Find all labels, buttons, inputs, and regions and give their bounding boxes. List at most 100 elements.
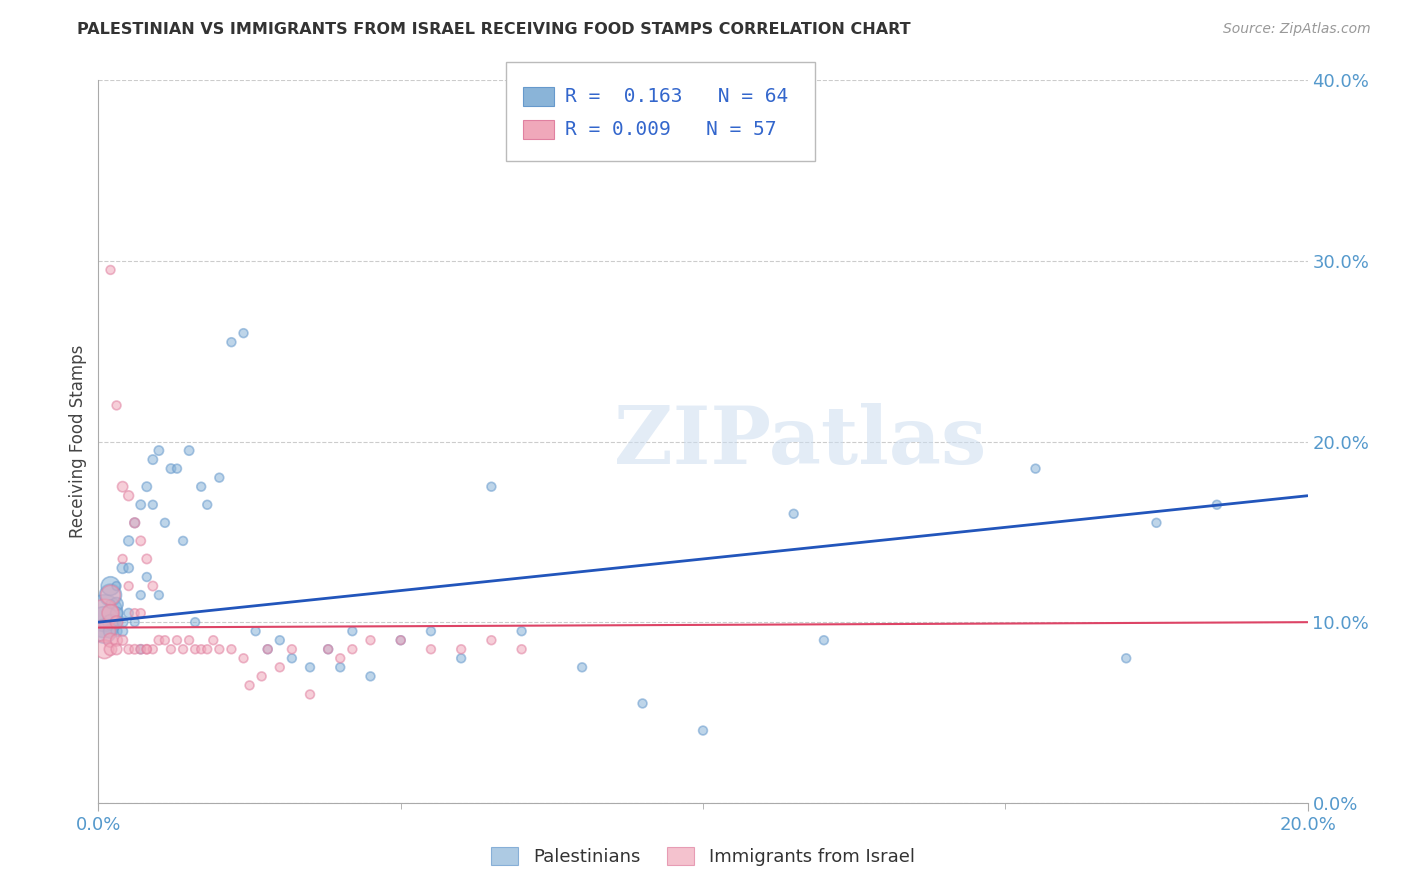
Point (481, 633, 503, 648)
Point (172, 533, 194, 548)
Point (389, 633, 412, 648)
Point (269, 633, 291, 648)
Point (166, 461, 188, 475)
Point (129, 642, 152, 657)
Point (105, 624, 128, 639)
Point (281, 642, 304, 657)
Point (148, 588, 170, 602)
Point (148, 443, 170, 458)
Point (118, 489, 141, 503)
Point (245, 624, 267, 639)
Text: R = 0.009   N = 57: R = 0.009 N = 57 (565, 120, 776, 139)
Point (510, 624, 533, 639)
Point (100, 263, 122, 277)
Point (195, 642, 218, 657)
Point (184, 615, 207, 630)
Point (105, 615, 128, 630)
Point (118, 533, 141, 548)
Point (124, 642, 146, 657)
Point (160, 642, 183, 657)
Point (221, 335, 243, 350)
Point (232, 326, 254, 340)
Point (160, 461, 183, 475)
Point (93, 624, 115, 639)
Point (100, 606, 122, 620)
Point (269, 660, 291, 674)
Point (256, 642, 278, 657)
Point (100, 597, 122, 611)
Point (111, 480, 134, 494)
Point (329, 660, 352, 674)
Point (329, 651, 352, 665)
Point (232, 651, 254, 665)
Point (118, 561, 141, 575)
Point (93, 606, 115, 620)
Point (100, 642, 122, 657)
Point (299, 660, 322, 674)
Point (111, 633, 134, 648)
Point (342, 624, 364, 639)
Point (184, 642, 207, 657)
Point (124, 606, 146, 620)
Point (316, 642, 339, 657)
Point (124, 516, 146, 530)
Point (1024, 461, 1046, 475)
Point (571, 660, 593, 674)
Text: ZIPatlas: ZIPatlas (613, 402, 986, 481)
Text: Source: ZipAtlas.com: Source: ZipAtlas.com (1223, 22, 1371, 37)
Point (783, 507, 806, 521)
Point (135, 552, 157, 566)
Point (105, 597, 128, 611)
Point (105, 642, 128, 657)
Point (360, 633, 382, 648)
Point (190, 480, 212, 494)
Point (172, 642, 194, 657)
Point (100, 624, 122, 639)
Point (813, 633, 835, 648)
Point (166, 633, 188, 648)
Point (111, 552, 134, 566)
Point (124, 516, 146, 530)
Point (135, 642, 157, 657)
Point (129, 642, 152, 657)
Point (481, 480, 503, 494)
Point (100, 633, 122, 648)
Point (250, 669, 273, 683)
Point (221, 642, 243, 657)
Point (360, 669, 382, 683)
Point (202, 633, 225, 648)
Point (142, 579, 165, 593)
Point (281, 651, 304, 665)
Point (142, 452, 165, 467)
Point (105, 579, 128, 593)
Point (420, 642, 443, 657)
Point (105, 398, 128, 412)
Y-axis label: Receiving Food Stamps: Receiving Food Stamps (69, 345, 87, 538)
Point (142, 498, 165, 512)
Point (129, 606, 152, 620)
Point (135, 570, 157, 584)
Point (342, 642, 364, 657)
Point (118, 579, 141, 593)
Point (111, 624, 134, 639)
Point (153, 516, 176, 530)
Point (93, 624, 115, 639)
Point (239, 678, 262, 692)
Point (153, 633, 176, 648)
Text: PALESTINIAN VS IMMIGRANTS FROM ISRAEL RECEIVING FOOD STAMPS CORRELATION CHART: PALESTINIAN VS IMMIGRANTS FROM ISRAEL RE… (77, 22, 911, 37)
Point (692, 723, 714, 738)
Point (129, 533, 152, 548)
Point (208, 471, 231, 485)
Point (105, 606, 128, 620)
Point (510, 642, 533, 657)
Point (111, 615, 134, 630)
Point (389, 633, 412, 648)
Legend: Palestinians, Immigrants from Israel: Palestinians, Immigrants from Israel (491, 847, 915, 866)
Point (118, 642, 141, 657)
Point (208, 642, 231, 657)
Point (100, 579, 122, 593)
Point (135, 642, 157, 657)
Point (1206, 498, 1229, 512)
Point (450, 651, 472, 665)
Text: R =  0.163   N = 64: R = 0.163 N = 64 (565, 87, 789, 106)
